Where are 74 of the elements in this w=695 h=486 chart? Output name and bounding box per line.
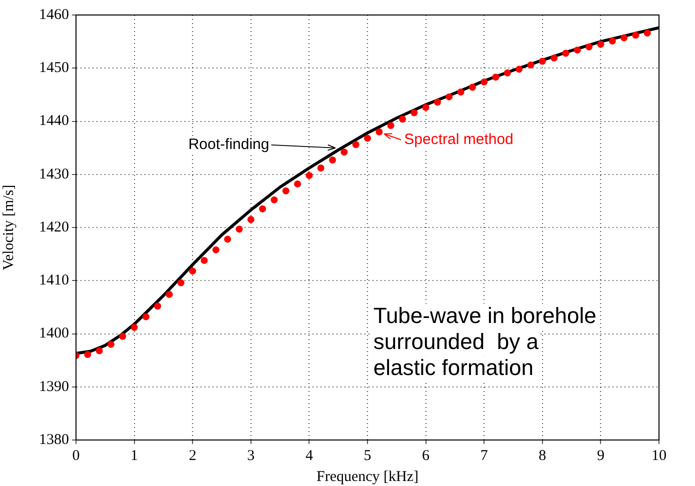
point — [468, 84, 476, 91]
point — [550, 54, 558, 62]
x-tick-label: 6 — [422, 448, 430, 464]
point — [294, 180, 302, 188]
point — [562, 50, 570, 57]
point — [410, 109, 418, 116]
point — [84, 350, 92, 358]
y-axis-title: Velocity [m/s] — [0, 184, 17, 270]
point — [259, 205, 266, 212]
legend-label: Spectral method — [404, 131, 514, 148]
point — [446, 93, 453, 100]
point — [398, 116, 406, 123]
point — [166, 290, 173, 298]
y-tick-label: 1430 — [39, 166, 69, 182]
point — [142, 313, 150, 320]
text: Root-finding — [188, 136, 270, 154]
point — [119, 332, 126, 340]
point — [597, 40, 604, 48]
x-tick-label: 2 — [188, 448, 196, 464]
point — [434, 98, 441, 106]
point — [586, 43, 593, 50]
y-tick-label: 1380 — [39, 432, 69, 448]
y-tick-label: 1450 — [39, 60, 69, 76]
x-tick-label: 10 — [652, 448, 666, 464]
point — [644, 30, 651, 37]
x-tick-label: 3 — [247, 448, 255, 464]
point — [154, 302, 162, 310]
point — [130, 324, 138, 331]
x-tick-label: 7 — [480, 448, 488, 464]
point — [270, 196, 278, 204]
point — [457, 88, 464, 96]
point — [516, 66, 523, 73]
point — [317, 164, 324, 172]
point — [200, 256, 208, 264]
y-tick-label: 1460 — [39, 6, 69, 23]
y-tick-label: 1420 — [39, 219, 69, 236]
point — [224, 236, 232, 243]
y-tick-label: 1400 — [39, 326, 69, 342]
point — [96, 347, 103, 354]
x-tick-label: 0 — [72, 448, 80, 464]
point — [387, 122, 394, 129]
point — [177, 279, 184, 286]
point — [527, 61, 534, 68]
point — [189, 268, 196, 275]
x-tick-label: 4 — [305, 448, 314, 464]
point — [492, 74, 500, 81]
point — [422, 104, 430, 111]
point — [504, 69, 511, 76]
point — [364, 134, 371, 142]
point — [212, 246, 220, 254]
y-tick-label: 1410 — [39, 272, 69, 289]
point — [329, 156, 336, 164]
point — [632, 32, 640, 39]
point — [282, 187, 290, 194]
x-tick-label: 5 — [364, 448, 372, 464]
point — [236, 226, 243, 233]
x-tick-label: 8 — [538, 448, 546, 464]
x-tick-label: 9 — [596, 448, 604, 464]
point — [306, 172, 313, 179]
point — [340, 148, 348, 156]
point — [107, 340, 114, 348]
point — [247, 216, 254, 224]
point — [608, 38, 616, 45]
point — [376, 128, 383, 136]
x-tick-label: 1 — [130, 448, 138, 464]
point — [620, 34, 628, 42]
point — [574, 46, 581, 54]
x-axis-title: Frequency [kHz] — [316, 468, 419, 485]
y-tick-label: 1440 — [39, 113, 69, 130]
y-tick-label: 1390 — [39, 378, 69, 395]
point — [538, 58, 546, 65]
point — [352, 141, 360, 148]
annotation: Tube-wave in borehole surrounded by a elastic formation — [373, 302, 596, 380]
point — [480, 78, 488, 86]
